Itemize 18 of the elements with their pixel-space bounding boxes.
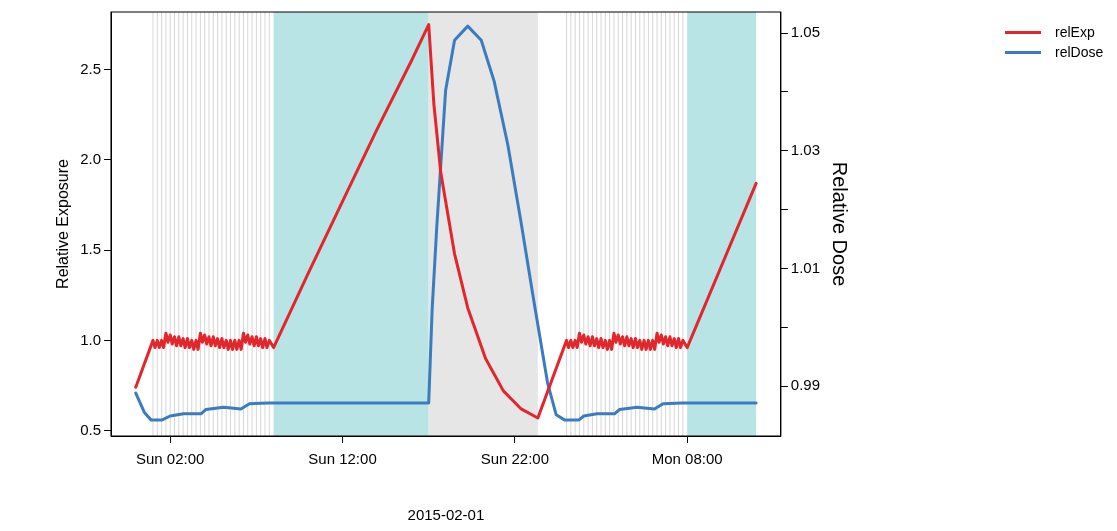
legend-label: relDose [1055,44,1104,60]
y-tick-label: 0.5 [80,420,102,438]
legend-label: relExp [1055,24,1095,40]
y-axis-title: Relative Exposure [54,158,72,289]
y2-tick-label: 0.99 [790,376,821,394]
x-tick-label: Sun 22:00 [480,450,550,468]
y2-tick-label: 1.01 [790,258,821,276]
x-axis-title: 2015-02-01 [407,506,485,524]
y-tick-label: 2.5 [80,59,102,77]
y2-tick-label: 1.03 [790,140,821,158]
y2-axis-title: Relative Dose [829,161,852,287]
x-tick-label: Mon 08:00 [651,450,723,468]
y-tick-label: 2.0 [80,150,102,168]
y-tick-label: 1.5 [80,240,102,258]
x-tick-label: Sun 12:00 [308,450,377,468]
y-tick-label: 1.0 [80,330,102,348]
x-tick-label: Sun 02:00 [136,450,205,468]
y2-tick-label: 1.05 [790,23,821,41]
